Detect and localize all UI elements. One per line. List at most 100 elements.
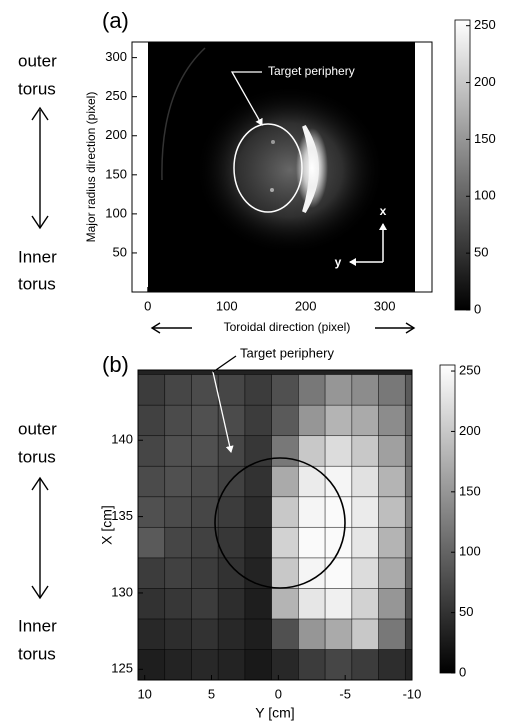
colorbar-tick-label: 250 (459, 362, 481, 377)
heatmap-cell (378, 374, 406, 406)
heatmap-cell (404, 526, 412, 559)
heatmap-cell (191, 618, 219, 650)
heatmap-cell (404, 618, 412, 650)
spot (271, 140, 275, 144)
annotation-arrow (230, 71, 263, 126)
y-tick-label: 50 (113, 244, 127, 259)
panel-label: (b) (102, 352, 129, 377)
heatmap-cell (404, 496, 412, 528)
y-tick-label: 135 (111, 508, 133, 523)
heatmap-cell (164, 588, 192, 620)
colorbar-tick-label: 50 (459, 604, 473, 619)
x-tick-label: 10 (137, 686, 151, 701)
heatmap-cell (404, 374, 412, 406)
outer-label: outer (18, 419, 57, 438)
colorbar-tick-label: 200 (459, 423, 481, 438)
heatmap-cell (298, 404, 326, 437)
heatmap-cell (351, 496, 379, 528)
heatmap-cell (324, 618, 353, 650)
colorbar-tick-label: 150 (459, 483, 481, 498)
x-axis-label: Y [cm] (255, 705, 294, 721)
heatmap-cell (138, 496, 166, 528)
axes-frame (131, 41, 433, 293)
heatmap-cell (298, 588, 326, 620)
heatmap-cell (164, 465, 192, 498)
heatmap-cell (271, 496, 299, 528)
heatmap-cell (351, 374, 379, 406)
heatmap-cell (191, 404, 219, 437)
heatmap-cell (164, 526, 192, 559)
y-tick-label: 300 (105, 49, 127, 64)
faint-arc (161, 47, 206, 181)
image-edge (415, 42, 432, 292)
heatmap-cell (244, 618, 273, 650)
heatmap-cell (404, 404, 412, 437)
y-tick-label: 200 (105, 127, 127, 142)
heatmap-cell (138, 404, 166, 437)
heatmap-cell (138, 649, 166, 680)
colorbar-tick-label: 150 (474, 131, 496, 146)
heatmap-cell (378, 404, 406, 437)
heatmap-cell (164, 496, 192, 528)
colorbar-tick-label: 0 (474, 301, 481, 316)
heatmap-cell (324, 404, 353, 437)
heatmap-cell (378, 496, 406, 528)
heatmap-cell (378, 526, 406, 559)
heatmap-cell (404, 435, 412, 467)
colorbar (439, 364, 456, 674)
heatmap-cell (217, 557, 246, 589)
outer-label: outer (18, 51, 57, 70)
heatmap-cell (191, 588, 219, 620)
direction-arrows (150, 322, 416, 334)
heatmap-cell (138, 374, 166, 406)
heatmap-cell (351, 618, 379, 650)
x-tick-label: 200 (295, 298, 317, 313)
heatmap-cell (324, 526, 353, 559)
heatmap-cell (271, 404, 299, 437)
heatmap-cell (164, 649, 192, 680)
outer-label: torus (18, 79, 56, 98)
heatmap-cell (217, 618, 246, 650)
heatmap-cell (138, 588, 166, 620)
inner-label: Inner (18, 616, 57, 635)
y-tick-label: 125 (111, 661, 133, 676)
heatmap-cell (324, 374, 353, 406)
x-tick-label: 100 (216, 298, 238, 313)
image-edge (132, 42, 148, 292)
heatmap-cell (324, 496, 353, 528)
heatmap-cell (244, 374, 273, 406)
heatmap-cell (351, 435, 379, 467)
target-periphery (233, 123, 303, 213)
heatmap-cell (191, 526, 219, 559)
panel-label: (a) (102, 8, 129, 33)
plot-area (132, 42, 432, 292)
heatmap-cell (404, 557, 412, 589)
heatmap-cell (271, 557, 299, 589)
spot (270, 188, 274, 192)
heatmap-cell (217, 496, 246, 528)
crescent-glow (296, 128, 328, 208)
heatmap-cell (244, 649, 273, 680)
heatmap-cell (138, 465, 166, 498)
heatmap-cell (271, 374, 299, 406)
heatmap-cell (351, 588, 379, 620)
heatmap-cell (217, 588, 246, 620)
heatmap-cell (191, 465, 219, 498)
heatmap-cell (244, 404, 273, 437)
colorbar (454, 19, 471, 311)
compass-label: x (380, 204, 387, 218)
outer-label: torus (18, 447, 56, 466)
y-tick-label: 140 (111, 432, 133, 447)
colorbar-tick-label: 0 (459, 664, 466, 679)
heatmap-cell (351, 649, 379, 680)
annotation: Target periphery (268, 64, 355, 78)
heatmap-cell (138, 618, 166, 650)
heatmap-cell (271, 435, 299, 467)
heatmap-cell (244, 557, 273, 589)
heatmap-cell (351, 404, 379, 437)
heatmap-cell (378, 649, 406, 680)
heatmap-cell (217, 435, 246, 467)
heatmap-cell (404, 465, 412, 498)
heatmap-cell (324, 649, 353, 680)
plasma-glow (195, 85, 385, 255)
